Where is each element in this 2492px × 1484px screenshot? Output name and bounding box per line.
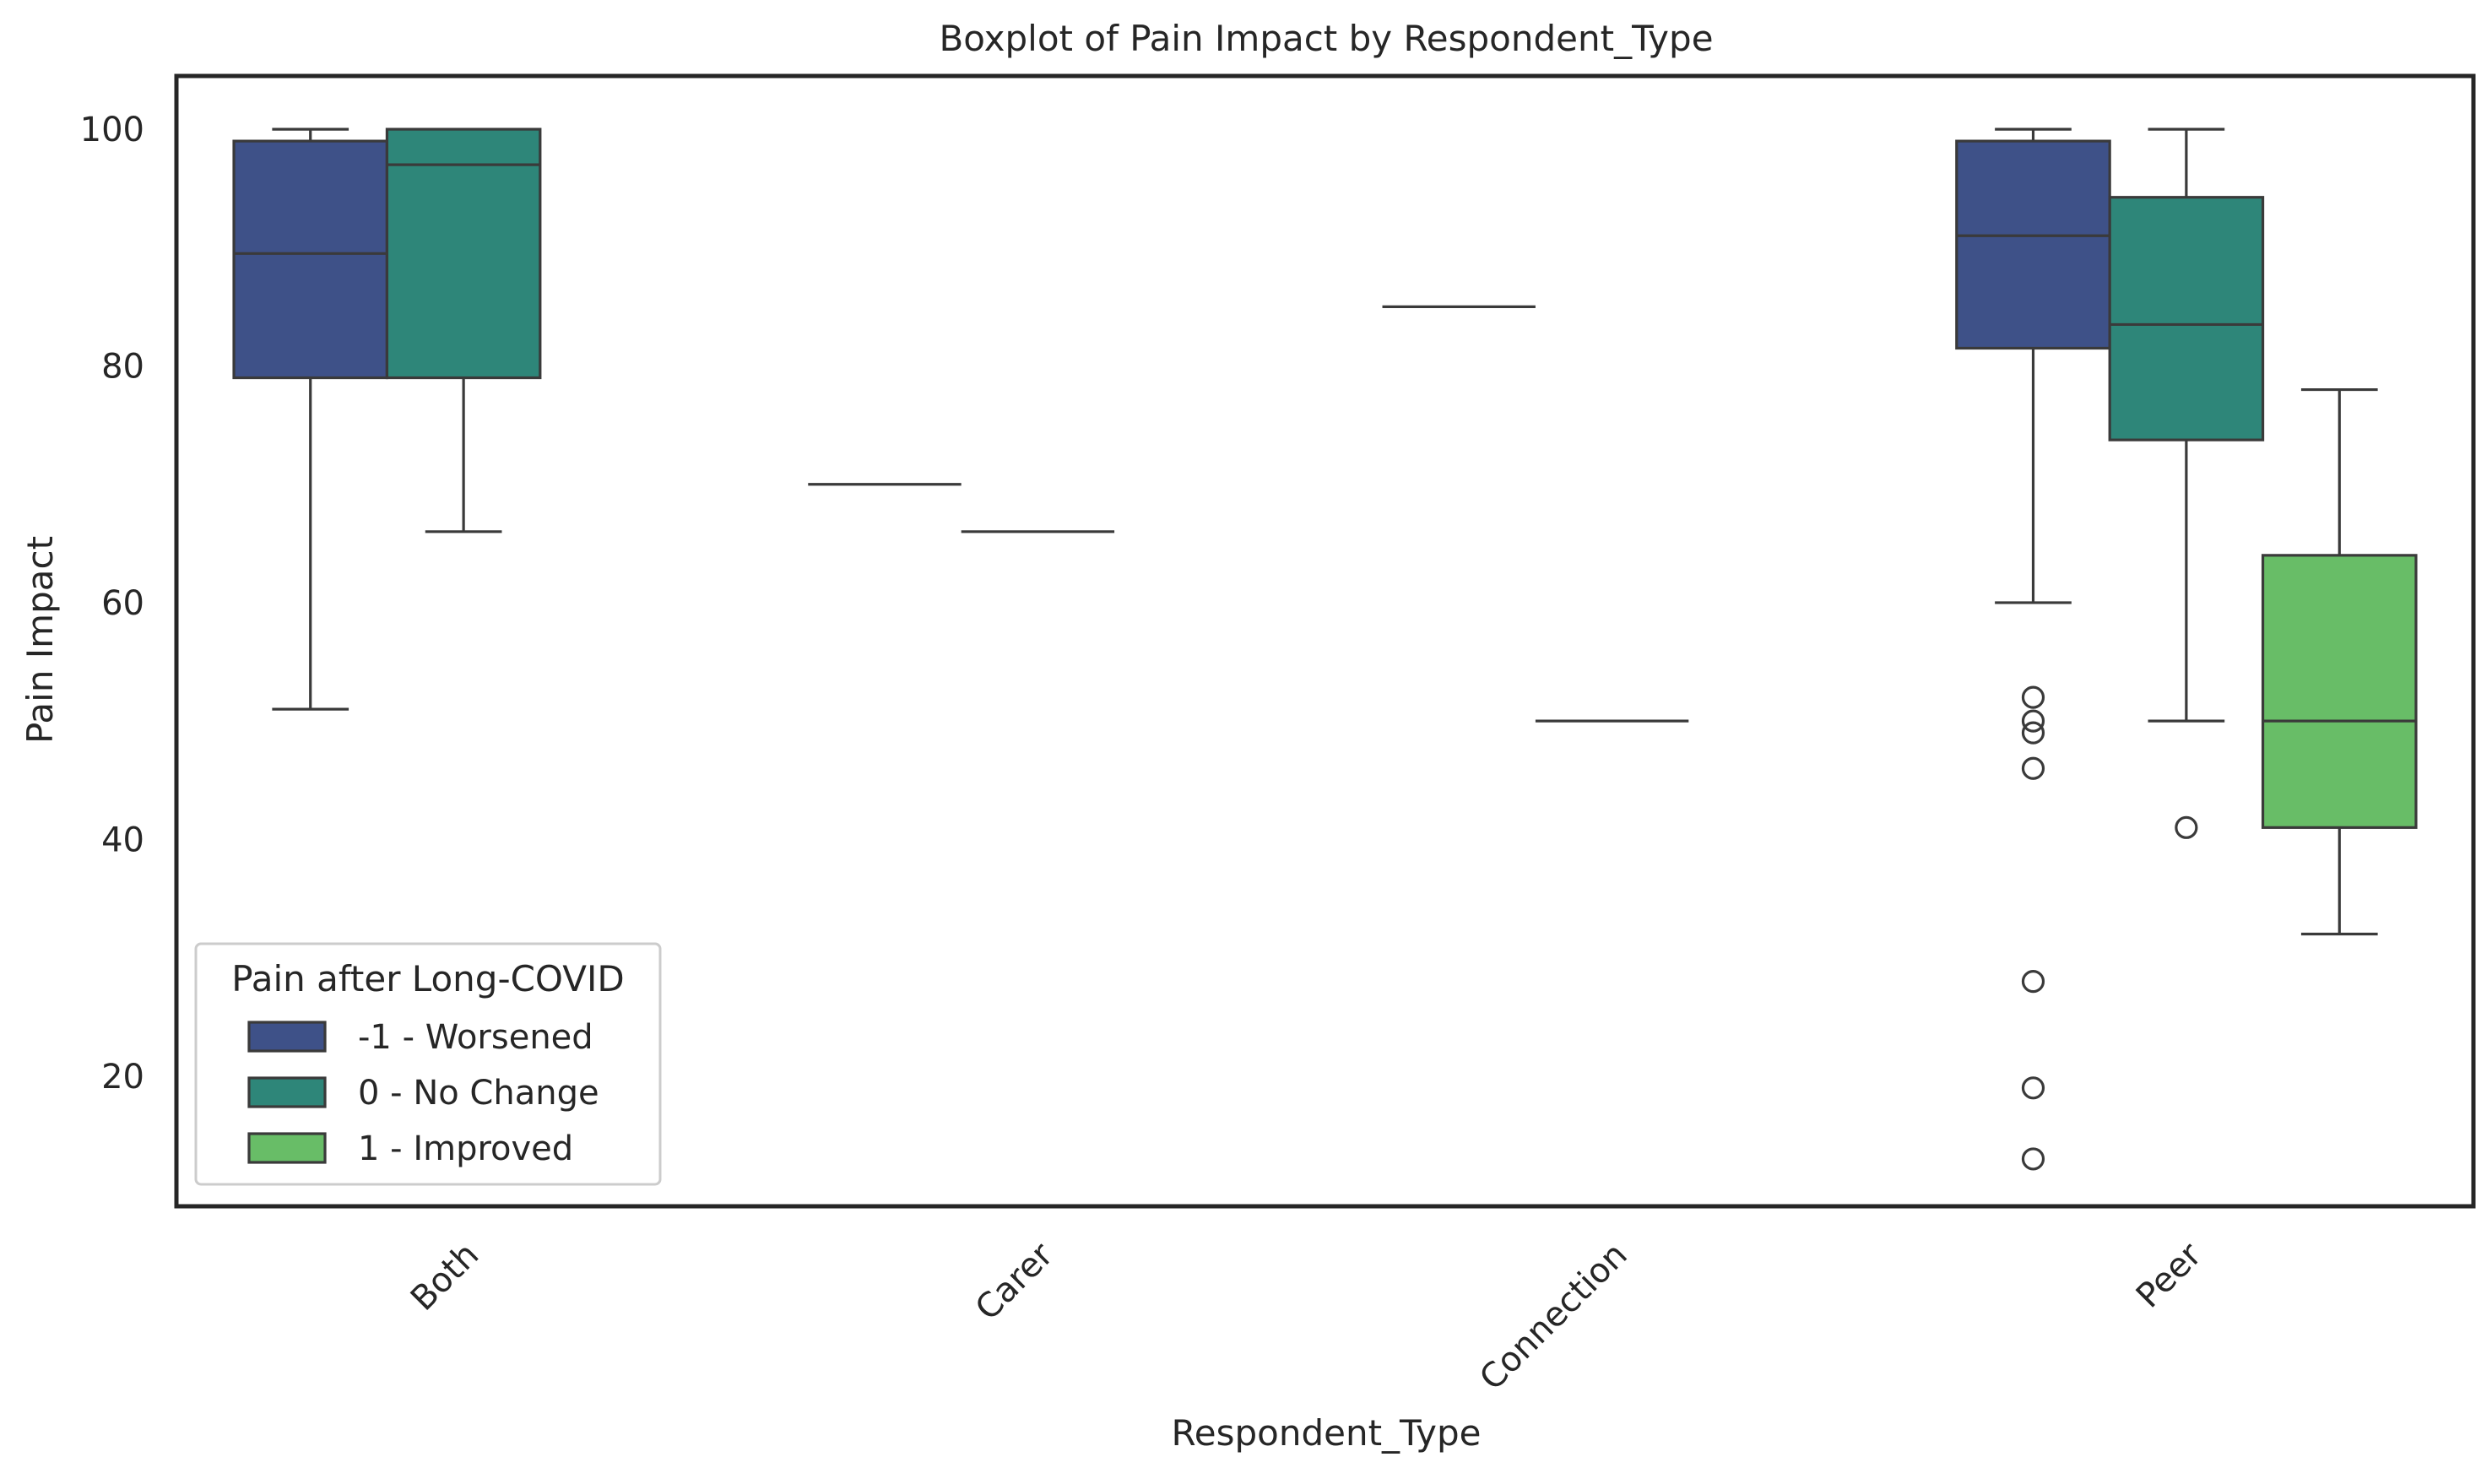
outlier-point — [2175, 815, 2198, 839]
box-group — [232, 127, 389, 711]
box-iqr — [2108, 196, 2265, 441]
box-iqr — [2261, 554, 2418, 829]
y-tick-label: 20 — [101, 1058, 144, 1097]
legend-title: Pain after Long-COVID — [231, 958, 624, 999]
y-tick-label: 80 — [101, 348, 144, 387]
y-tick-label: 60 — [101, 584, 144, 623]
legend-items: -1 - Worsened 0 - No Change 1 - Improved — [247, 1018, 599, 1168]
x-tick-label: Peer — [2129, 1235, 2209, 1315]
box-group — [1955, 127, 2111, 1171]
x-tick-label: Both — [404, 1236, 486, 1319]
outlier-point — [2021, 685, 2045, 709]
outlier-point — [2021, 970, 2045, 994]
legend-swatch — [247, 1021, 327, 1053]
legend-swatch — [247, 1076, 327, 1108]
box-group — [385, 127, 542, 533]
legend: Pain after Long-COVID -1 - Worsened 0 - N… — [194, 942, 662, 1186]
legend-swatch — [247, 1132, 327, 1164]
legend-frame — [194, 942, 662, 1186]
outlier-point — [2021, 1147, 2045, 1171]
y-tick-label: 100 — [80, 111, 144, 149]
outlier-point — [2021, 756, 2045, 780]
y-tick-label: 40 — [101, 821, 144, 859]
legend-label: 0 - No Change — [358, 1074, 599, 1113]
legend-label: 1 - Improved — [358, 1129, 573, 1168]
box-iqr — [232, 139, 389, 380]
plot-marks — [232, 127, 2418, 1171]
legend-item: 1 - Improved — [247, 1129, 573, 1168]
box-iqr — [1955, 139, 2111, 350]
x-tick-label: Carer — [968, 1235, 1061, 1328]
box-group — [2261, 387, 2418, 936]
box-iqr — [385, 127, 542, 380]
chart-title: Boxplot of Pain Impact by Respondent_Typ… — [939, 18, 1713, 59]
y-axis-ticks: 20 40 60 80 100 — [80, 111, 144, 1097]
legend-item: 0 - No Change — [247, 1074, 599, 1113]
y-axis-label: Pain Impact — [19, 536, 61, 744]
outlier-point — [2021, 709, 2045, 733]
legend-item: -1 - Worsened — [247, 1018, 593, 1057]
legend-label: -1 - Worsened — [358, 1018, 593, 1057]
x-axis-ticks: Both Carer Connection Peer — [404, 1235, 2209, 1398]
plot-frame — [174, 73, 2476, 1209]
outlier-point — [2021, 721, 2045, 745]
box-group — [2108, 127, 2265, 839]
x-tick-label: Connection — [1472, 1236, 1635, 1399]
x-axis-label: Respondent_Type — [1171, 1412, 1481, 1454]
outlier-point — [2021, 1076, 2045, 1100]
